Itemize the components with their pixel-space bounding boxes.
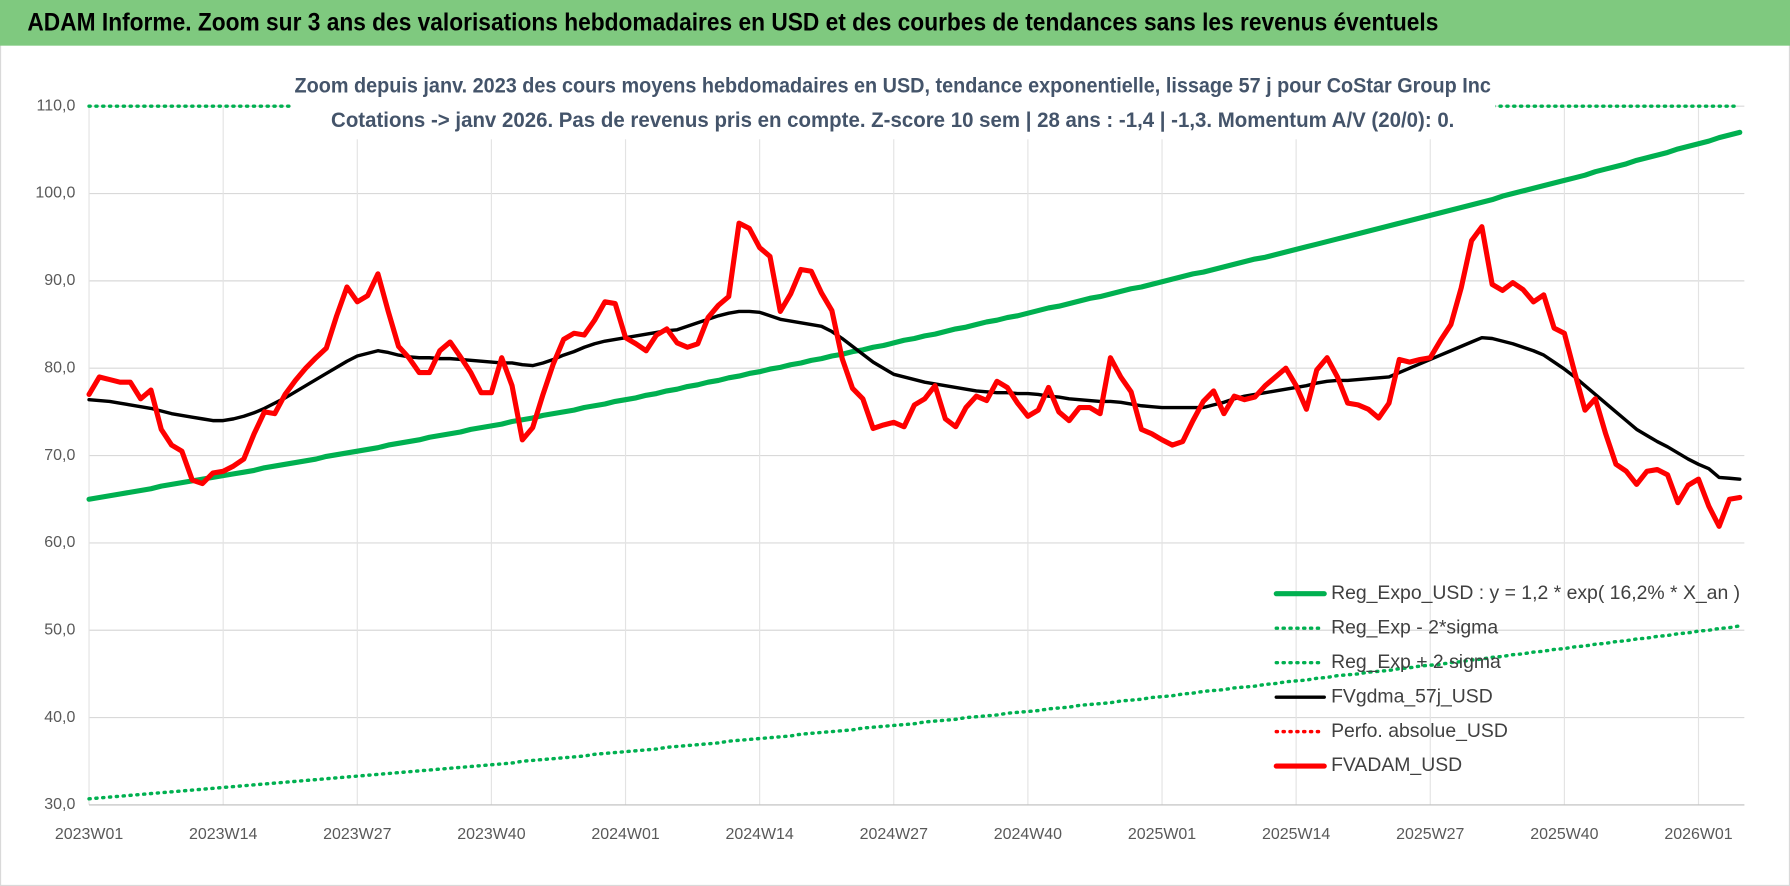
legend-label: Reg_Exp + 2 sigma — [1331, 651, 1501, 673]
y-tick-label: 110,0 — [37, 97, 76, 114]
y-tick-label: 60,0 — [44, 534, 75, 551]
x-tick-label: 2023W01 — [55, 826, 123, 843]
x-tick-label: 2025W14 — [1262, 826, 1330, 843]
x-tick-label: 2023W14 — [189, 826, 257, 843]
y-tick-label: 40,0 — [44, 709, 75, 726]
x-tick-label: 2023W27 — [323, 826, 391, 843]
x-tick-label: 2024W14 — [725, 826, 793, 843]
legend: Reg_Expo_USD : y = 1,2 * exp( 16,2% * X_… — [1273, 582, 1740, 776]
series-line — [86, 129, 1743, 502]
chart-title: ADAM Informe. Zoom sur 3 ans des valoris… — [27, 9, 1438, 37]
y-tick-label: 80,0 — [44, 359, 75, 376]
legend-label: FVgdma_57j_USD — [1331, 685, 1493, 707]
x-tick-label: 2024W40 — [994, 826, 1062, 843]
x-tick-label: 2025W27 — [1396, 826, 1464, 843]
series-line — [86, 220, 1743, 529]
x-tick-label: 2024W01 — [591, 826, 659, 843]
y-tick-label: 100,0 — [35, 185, 75, 202]
x-tick-label: 2024W27 — [860, 826, 928, 843]
legend-label: Reg_Exp - 2*sigma — [1331, 616, 1498, 638]
y-tick-label: 50,0 — [44, 621, 75, 638]
header-band — [0, 0, 1790, 46]
subtitle-line: Zoom depuis janv. 2023 des cours moyens … — [295, 73, 1491, 98]
subtitle-line: Cotations -> janv 2026. Pas de revenus p… — [331, 107, 1454, 132]
legend-label: FVADAM_USD — [1331, 754, 1462, 776]
x-tick-label: 2025W01 — [1128, 826, 1196, 843]
y-tick-label: 90,0 — [44, 272, 75, 289]
x-tick-label: 2025W40 — [1530, 826, 1598, 843]
x-tick-label: 2026W01 — [1664, 826, 1732, 843]
y-tick-label: 30,0 — [44, 796, 75, 813]
legend-label: Perfo. absolue_USD — [1331, 720, 1508, 742]
series-line — [87, 309, 1742, 481]
y-tick-label: 70,0 — [44, 447, 75, 464]
plot-area: 30,0 40,0 50,0 60,0 70,0 80,0 90,0 100,0 110,0 20… — [35, 97, 1745, 843]
subtitle-background — [291, 68, 1496, 140]
x-tick-label: 2023W40 — [457, 826, 525, 843]
series-line — [87, 624, 1742, 801]
legend-label: Reg_Expo_USD : y = 1,2 * exp( 16,2% * X_… — [1331, 582, 1740, 604]
